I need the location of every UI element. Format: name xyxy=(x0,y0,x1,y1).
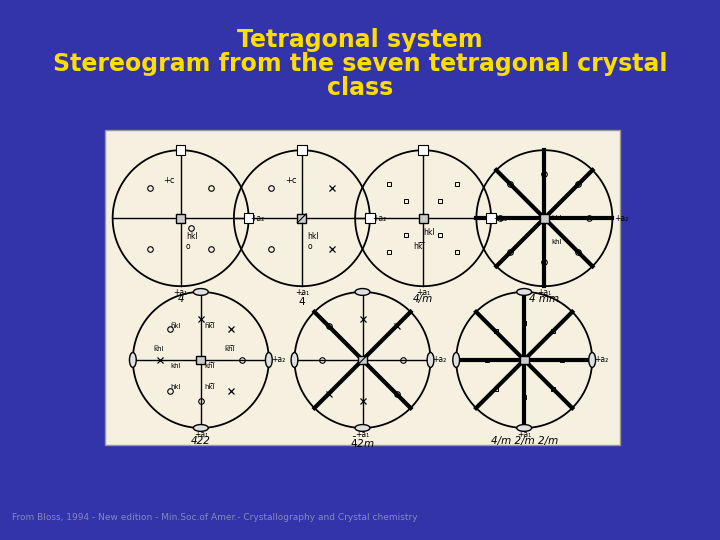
Text: +a₂: +a₂ xyxy=(433,355,446,364)
Ellipse shape xyxy=(266,353,272,367)
Text: khl: khl xyxy=(170,363,181,369)
Text: +c: +c xyxy=(285,176,297,185)
Text: hk̅l̅: hk̅l̅ xyxy=(413,242,425,251)
Text: 4 mm: 4 mm xyxy=(529,294,559,304)
Ellipse shape xyxy=(130,353,136,367)
Text: 4: 4 xyxy=(177,294,184,304)
Text: hkl: hkl xyxy=(307,232,319,241)
Text: +a₁: +a₁ xyxy=(194,430,208,439)
Ellipse shape xyxy=(194,288,208,295)
Bar xyxy=(244,213,253,223)
Bar xyxy=(365,213,374,223)
Ellipse shape xyxy=(355,424,370,431)
Text: o: o xyxy=(186,242,191,251)
Text: hkl: hkl xyxy=(552,215,562,221)
Bar xyxy=(176,214,185,222)
Bar xyxy=(105,130,620,445)
Text: class: class xyxy=(327,76,393,100)
Text: hkl: hkl xyxy=(186,232,198,241)
Text: +c: +c xyxy=(163,176,175,185)
Ellipse shape xyxy=(589,353,595,367)
Text: +a₂: +a₂ xyxy=(493,214,508,222)
Ellipse shape xyxy=(517,288,531,295)
Ellipse shape xyxy=(355,288,370,295)
Text: 422: 422 xyxy=(191,436,211,446)
Text: Tetragonal system: Tetragonal system xyxy=(237,28,483,52)
Text: +a₂: +a₂ xyxy=(271,355,285,364)
Bar xyxy=(520,355,528,364)
Ellipse shape xyxy=(427,353,434,367)
Text: +a₁: +a₁ xyxy=(294,288,309,297)
Bar xyxy=(176,145,185,155)
Text: $\bar{4}$: $\bar{4}$ xyxy=(298,294,306,308)
Bar xyxy=(487,213,496,223)
Text: hk̅l̅: hk̅l̅ xyxy=(204,384,215,390)
Text: o: o xyxy=(307,242,312,251)
Text: kh̅l̅: kh̅l̅ xyxy=(204,363,215,369)
Text: +a₁: +a₁ xyxy=(517,430,531,439)
Text: h̅kl: h̅kl xyxy=(170,322,181,328)
Text: +a₁: +a₁ xyxy=(537,288,552,297)
Text: +a₁: +a₁ xyxy=(416,288,430,297)
Text: Stereogram from the seven tetragonal crystal: Stereogram from the seven tetragonal cry… xyxy=(53,52,667,76)
Text: +a₂: +a₂ xyxy=(251,214,265,222)
Ellipse shape xyxy=(453,353,459,367)
Text: +a₁: +a₁ xyxy=(356,430,369,439)
Ellipse shape xyxy=(291,353,298,367)
Ellipse shape xyxy=(194,424,208,431)
Text: $\bar{4}$2m: $\bar{4}$2m xyxy=(350,436,375,450)
Text: hkl: hkl xyxy=(423,228,435,238)
Text: k̅h̅l̅: k̅h̅l̅ xyxy=(225,346,235,352)
Text: khl: khl xyxy=(552,239,562,245)
Bar xyxy=(418,145,428,155)
Bar xyxy=(297,214,306,222)
Text: h̅k̅l̅: h̅k̅l̅ xyxy=(204,322,215,328)
Text: k̅hl: k̅hl xyxy=(153,346,164,352)
Bar xyxy=(297,145,307,155)
Text: From Bloss, 1994 - New edition - Min.Soc.of Amer.- Crystallography and Crystal c: From Bloss, 1994 - New edition - Min.Soc… xyxy=(12,513,418,522)
Text: +a₂: +a₂ xyxy=(594,355,608,364)
Text: +a₁: +a₁ xyxy=(174,288,188,297)
Text: +a₂: +a₂ xyxy=(614,214,629,222)
Bar xyxy=(540,214,549,222)
Bar xyxy=(419,214,428,222)
Text: hkl: hkl xyxy=(170,384,181,390)
Text: +a₂: +a₂ xyxy=(372,214,386,222)
Text: 4/m: 4/m xyxy=(413,294,433,304)
Text: 4/m 2/m 2/m: 4/m 2/m 2/m xyxy=(490,436,558,446)
Bar xyxy=(197,355,205,364)
Bar xyxy=(358,355,367,364)
Ellipse shape xyxy=(517,424,531,431)
